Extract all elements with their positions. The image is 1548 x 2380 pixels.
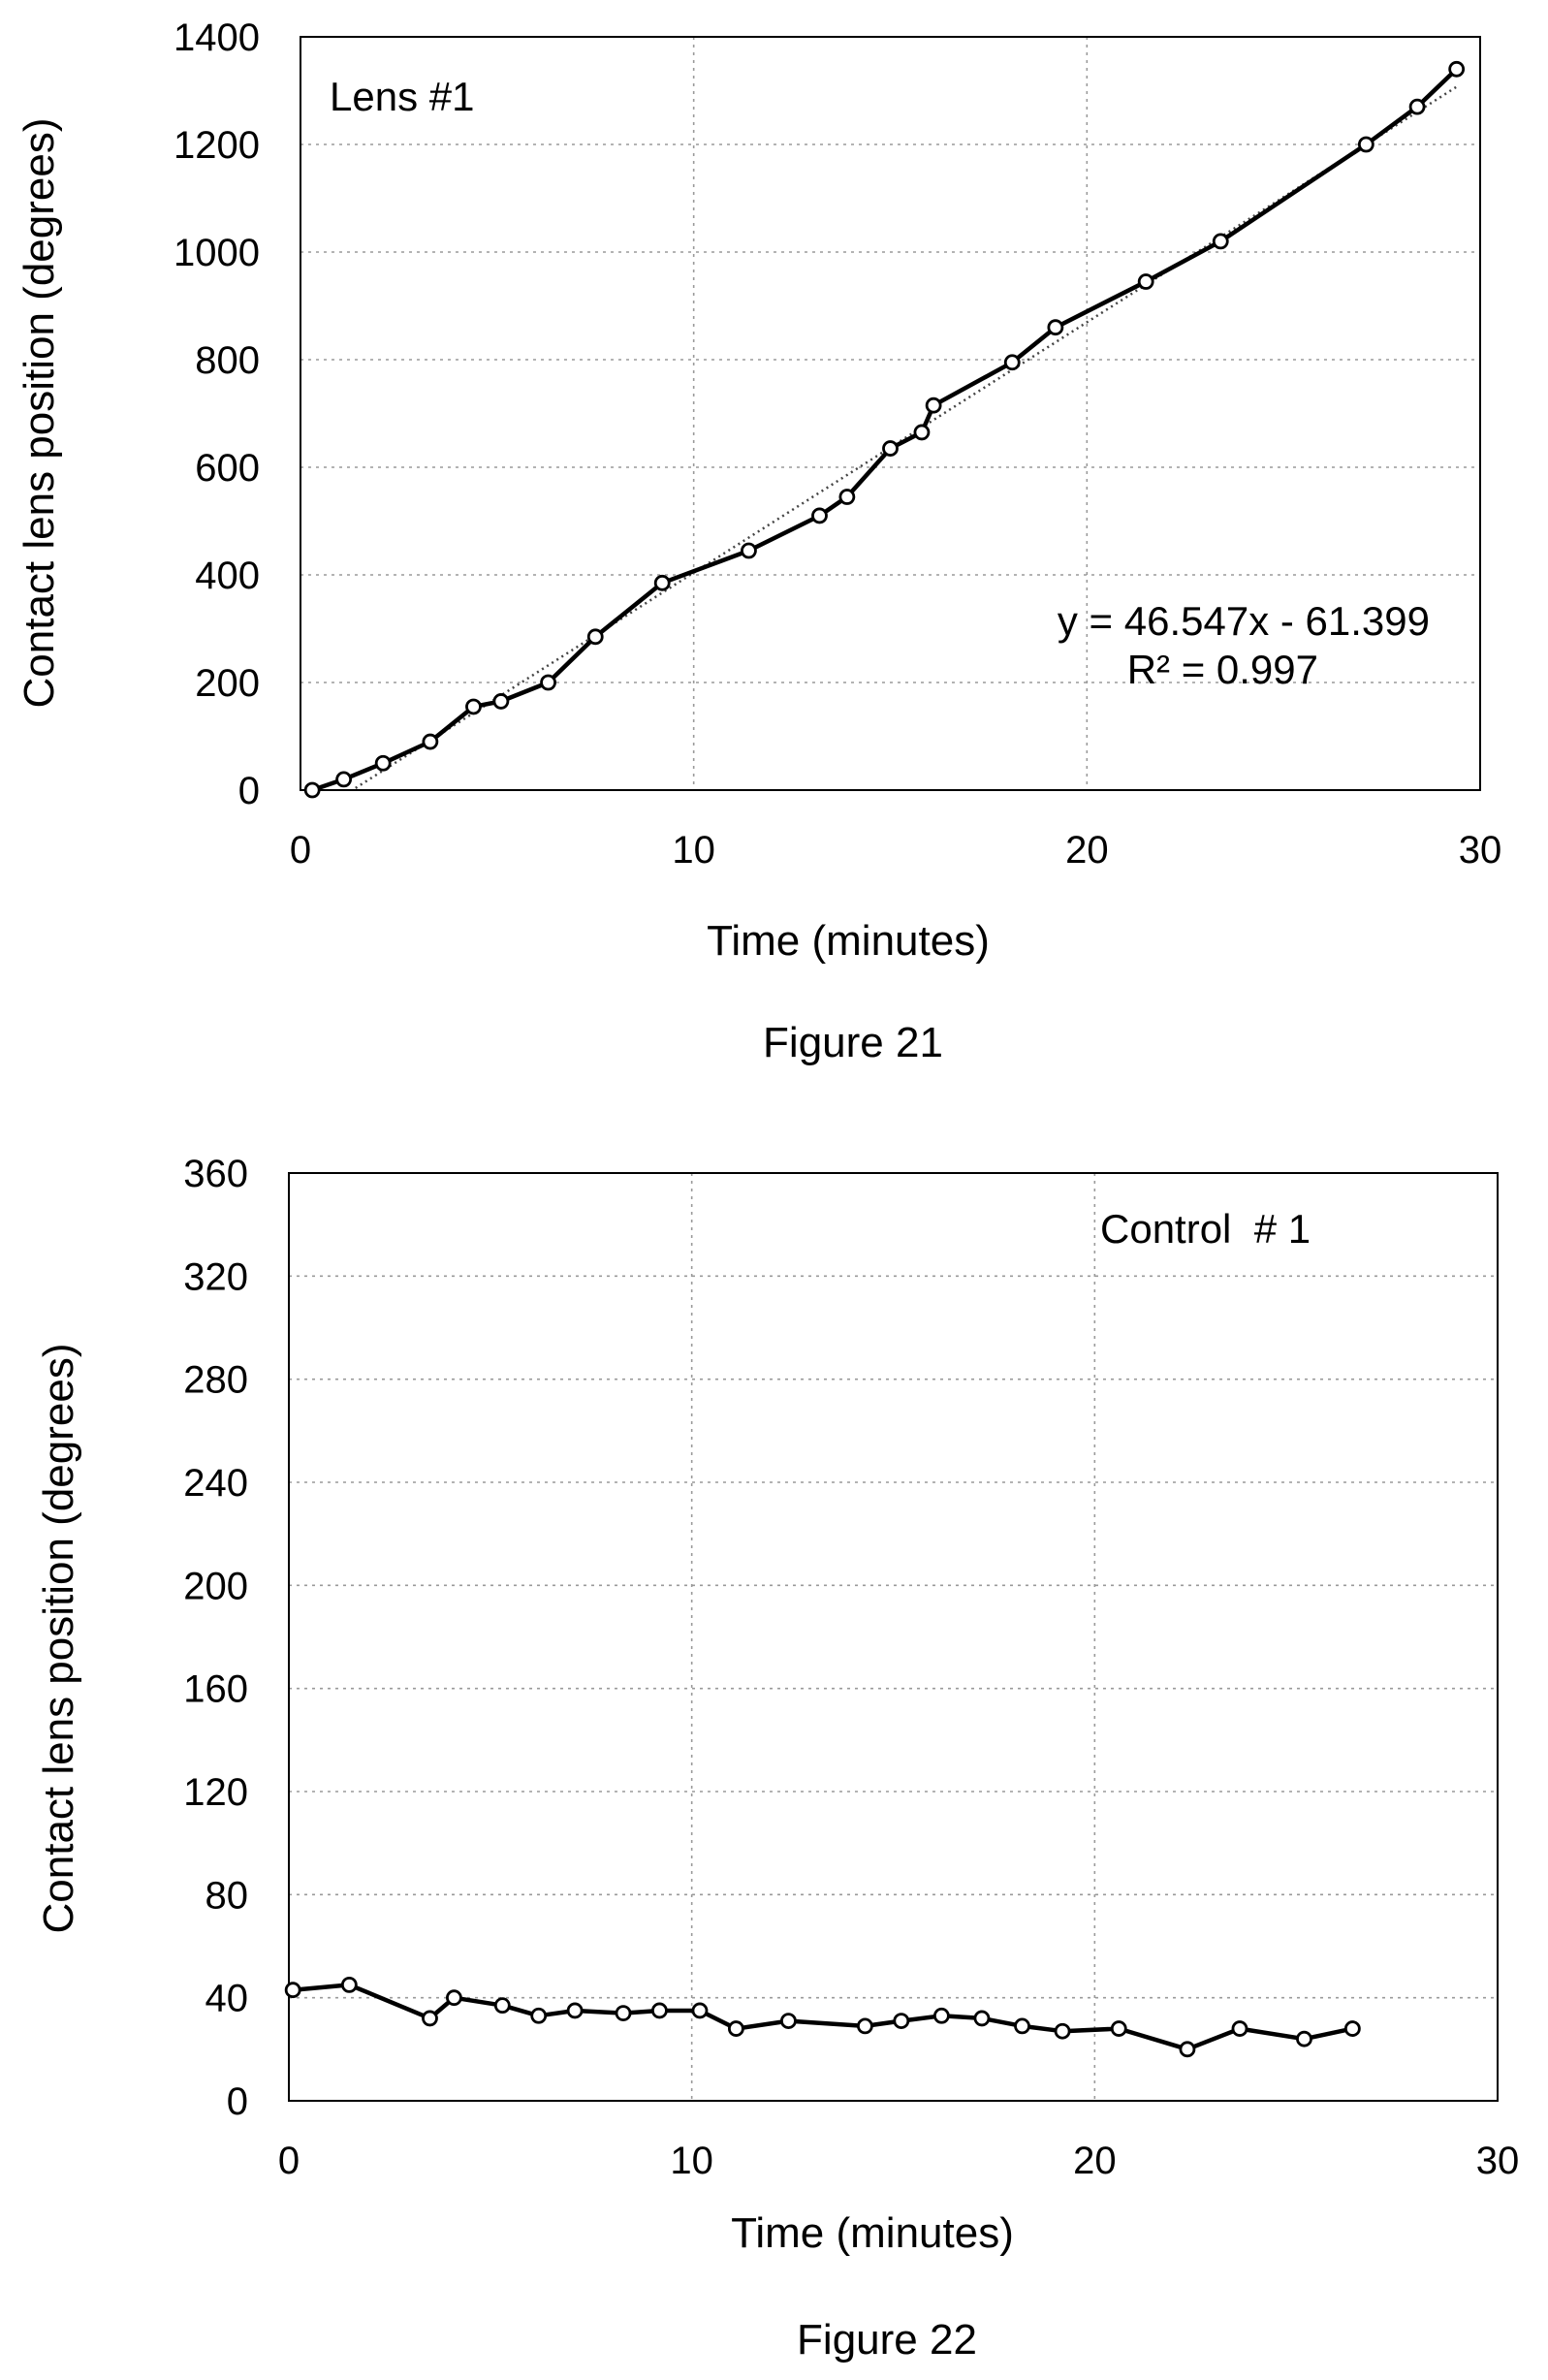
figure-21-legend-label: Lens #1 [330, 74, 474, 119]
data-point [727, 2020, 744, 2037]
data-point [1408, 98, 1426, 115]
data-point [422, 733, 439, 750]
data-point [691, 2002, 709, 2019]
figure-21-trend-equation: y = 46.547x - 61.399 [1058, 598, 1430, 644]
data-point [932, 2007, 950, 2024]
figure-21-trendline [355, 85, 1458, 789]
data-point [374, 754, 392, 772]
data-point [465, 698, 482, 715]
y-tick-label: 1200 [174, 124, 260, 167]
y-tick-label: 160 [183, 1668, 248, 1711]
data-point [1231, 2020, 1248, 2037]
data-point [586, 628, 604, 646]
y-tick-label: 280 [183, 1359, 248, 1402]
data-point [913, 424, 931, 441]
data-point [530, 2007, 548, 2024]
figure-22-x-ticks: 0 10 20 30 [278, 2140, 1519, 2182]
data-point [1003, 354, 1021, 371]
figure-22-x-axis-label: Time (minutes) [731, 2209, 1014, 2257]
y-tick-label: 40 [205, 1978, 249, 2020]
data-point [882, 440, 899, 457]
y-tick-label: 400 [195, 555, 260, 597]
figure-22-caption: Figure 22 [797, 2316, 977, 2364]
data-point [811, 507, 828, 524]
y-tick-label: 1400 [174, 16, 260, 59]
data-point [540, 674, 556, 691]
y-tick-label: 0 [227, 2080, 248, 2123]
data-point [1357, 136, 1374, 153]
figure-21-points [303, 60, 1466, 799]
figure-22-y-axis-label: Contact lens position (degrees) [35, 1344, 82, 1934]
data-point [1296, 2030, 1312, 2047]
y-tick-label: 320 [183, 1255, 248, 1298]
figure-22-legend-label: Control # 1 [1100, 1206, 1311, 1252]
data-point [741, 542, 757, 559]
figure-21-y-ticks: 0 200 400 600 800 1000 1200 1400 [174, 16, 260, 812]
data-point [1448, 60, 1466, 78]
data-point [1179, 2041, 1196, 2058]
figure-21-grid [300, 37, 1480, 790]
figure-22-grid [289, 1173, 1498, 2101]
x-tick-label: 10 [670, 2140, 713, 2182]
data-point [1047, 319, 1064, 336]
y-tick-label: 120 [183, 1771, 248, 1814]
figure-21-caption: Figure 21 [763, 1019, 943, 1066]
data-point [651, 2002, 668, 2019]
data-point [780, 2013, 797, 2029]
x-tick-label: 0 [290, 829, 311, 872]
data-point [492, 693, 510, 710]
data-point [857, 2017, 873, 2035]
data-point [1137, 273, 1154, 290]
data-point [284, 1982, 301, 1999]
x-tick-label: 20 [1073, 2140, 1117, 2182]
data-point [653, 574, 671, 591]
y-tick-label: 200 [183, 1565, 248, 1607]
figure-22-chart: 0 40 80 120 160 200 240 280 320 360 0 10 20 30 Contr… [35, 1153, 1519, 2364]
y-tick-label: 200 [195, 662, 260, 705]
y-tick-label: 80 [205, 1874, 249, 1917]
figure-22-y-ticks: 0 40 80 120 160 200 240 280 320 360 [183, 1153, 248, 2123]
figure-21-x-axis-label: Time (minutes) [707, 917, 990, 965]
data-point [446, 1989, 462, 2007]
x-tick-label: 30 [1459, 829, 1502, 872]
data-point [893, 2013, 910, 2029]
x-tick-label: 10 [672, 829, 715, 872]
x-tick-label: 0 [278, 2140, 300, 2182]
data-point [615, 2005, 632, 2022]
data-point [1212, 233, 1229, 250]
figure-22-points [284, 1976, 1361, 2058]
figure-21-plot-frame [300, 36, 1481, 791]
y-tick-label: 360 [183, 1153, 248, 1195]
x-tick-label: 20 [1065, 829, 1109, 872]
y-tick-label: 800 [195, 339, 260, 382]
data-point [1110, 2020, 1127, 2037]
data-point [1343, 2020, 1361, 2037]
figure-21-y-axis-label: Contact lens position (degrees) [16, 118, 63, 709]
figure-21-series-line [309, 67, 1459, 793]
data-point [340, 1976, 358, 1993]
data-point [973, 2010, 991, 2027]
data-point [566, 2002, 584, 2019]
data-point [335, 771, 353, 788]
y-tick-label: 240 [183, 1462, 248, 1505]
y-tick-label: 600 [195, 447, 260, 490]
figure-22-plot-frame [288, 1172, 1499, 2102]
figure-21-r-squared: R² = 0.997 [1127, 647, 1318, 692]
figure-21-chart: 0 200 400 600 800 1000 1200 1400 0 10 20 30 Lens #… [16, 16, 1501, 1066]
y-tick-label: 1000 [174, 232, 260, 274]
figure-21-x-ticks: 0 10 20 30 [290, 829, 1501, 872]
data-point [925, 397, 942, 414]
data-point [1014, 2017, 1030, 2035]
data-point [422, 2010, 438, 2027]
y-tick-label: 0 [238, 770, 260, 812]
data-point [493, 1997, 511, 2015]
data-point [303, 781, 321, 799]
x-tick-label: 30 [1476, 2140, 1520, 2182]
data-point [1054, 2022, 1071, 2040]
data-point [838, 489, 856, 505]
